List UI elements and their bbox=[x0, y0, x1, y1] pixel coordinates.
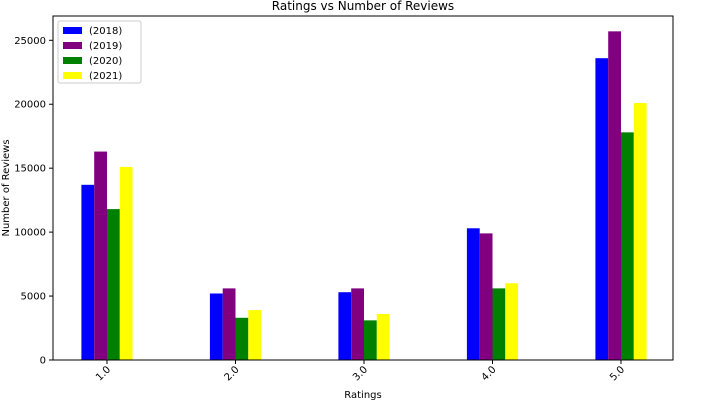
y-axis: 0 5000 10000 15000 20000 25000 bbox=[14, 36, 53, 367]
y-tick-label: 15000 bbox=[14, 164, 46, 175]
plot-frame bbox=[52, 15, 674, 361]
legend-label: (2021) bbox=[89, 71, 122, 82]
bar bbox=[376, 313, 390, 360]
bar bbox=[248, 310, 262, 360]
x-tick-label: 4.0 bbox=[480, 364, 499, 383]
bar bbox=[119, 166, 133, 360]
legend-frame bbox=[57, 20, 142, 84]
y-axis-label: Number of Reviews bbox=[1, 139, 12, 236]
y-tick-label: 20000 bbox=[14, 100, 46, 111]
x-tick-label: 5.0 bbox=[608, 364, 627, 383]
legend-swatch bbox=[63, 42, 82, 49]
bar bbox=[621, 132, 634, 360]
bar bbox=[633, 102, 647, 360]
bars-group bbox=[81, 31, 647, 360]
y-tick-label: 10000 bbox=[14, 228, 46, 239]
bar bbox=[81, 184, 95, 360]
bar bbox=[94, 151, 107, 360]
chart-title: Ratings vs Number of Reviews bbox=[272, 0, 454, 13]
bar bbox=[209, 293, 223, 360]
bar bbox=[338, 292, 352, 360]
bar bbox=[466, 228, 480, 360]
legend: (2018) (2019) (2020) (2021) bbox=[57, 20, 142, 84]
y-tick-label: 25000 bbox=[14, 36, 46, 47]
legend-swatch bbox=[63, 27, 82, 34]
bar bbox=[222, 288, 236, 360]
bar bbox=[492, 288, 506, 360]
bar bbox=[235, 317, 249, 360]
legend-label: (2020) bbox=[89, 56, 122, 67]
legend-label: (2018) bbox=[89, 26, 122, 37]
bar bbox=[608, 31, 621, 360]
legend-swatch bbox=[63, 57, 82, 64]
x-tick-label: 1.0 bbox=[94, 364, 113, 383]
bar bbox=[107, 209, 120, 360]
bar bbox=[595, 58, 609, 360]
x-axis-label: Ratings bbox=[344, 390, 381, 401]
legend-label: (2019) bbox=[89, 41, 122, 52]
x-axis: 1.0 2.0 3.0 4.0 5.0 bbox=[94, 360, 627, 383]
y-tick-label: 0 bbox=[40, 356, 46, 367]
y-tick-label: 5000 bbox=[21, 292, 46, 303]
x-tick-label: 3.0 bbox=[351, 364, 370, 383]
x-tick-label: 2.0 bbox=[223, 364, 242, 383]
bar bbox=[364, 320, 377, 360]
legend-swatch bbox=[63, 72, 82, 79]
bar bbox=[505, 283, 519, 360]
bar bbox=[479, 233, 493, 360]
bar bbox=[351, 288, 364, 360]
